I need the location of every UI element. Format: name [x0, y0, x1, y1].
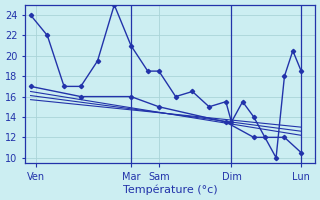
X-axis label: Température (°c): Température (°c)	[123, 185, 217, 195]
